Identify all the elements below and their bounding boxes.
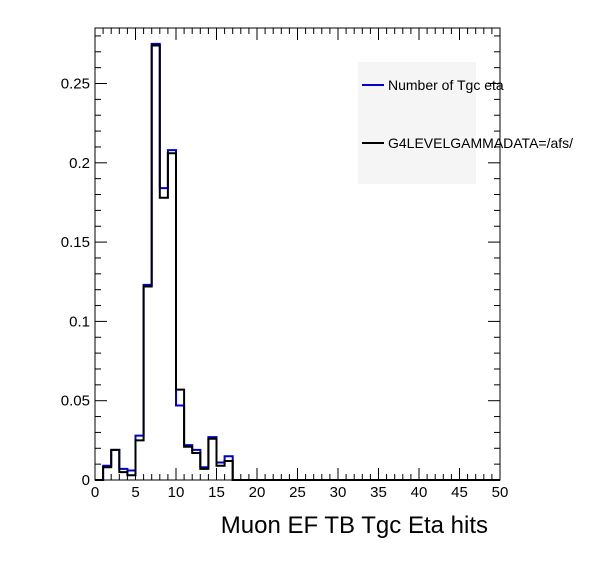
x-axis-tick-labels: 0 5 10 15 20 25 30 35 40 45 50	[91, 484, 509, 501]
y-tick-label: 0.25	[61, 76, 90, 93]
x-tick-label: 50	[492, 484, 509, 501]
x-tick-label: 25	[289, 484, 306, 501]
y-axis-ticks	[95, 35, 500, 481]
x-axis-ticks	[94, 28, 501, 480]
x-tick-label: 35	[370, 484, 387, 501]
x-tick-label: 45	[451, 484, 468, 501]
legend-label-series-2: G4LEVELGAMMADATA=/afs/	[388, 135, 573, 151]
legend-box	[358, 62, 476, 184]
x-axis-title: Muon EF TB Tgc Eta hits	[221, 512, 488, 539]
y-axis-tick-labels: 0 0.05 0.1 0.15 0.2 0.25	[61, 76, 90, 489]
legend: Number of Tgc eta G4LEVELGAMMADATA=/afs/	[358, 62, 573, 184]
x-tick-label: 0	[91, 484, 99, 501]
x-tick-label: 40	[411, 484, 428, 501]
x-tick-label: 5	[131, 484, 139, 501]
y-tick-label: 0.2	[69, 155, 90, 172]
legend-label-series-1: Number of Tgc eta	[388, 77, 504, 93]
x-tick-label: 20	[249, 484, 266, 501]
x-tick-label: 15	[208, 484, 225, 501]
y-tick-label: 0.15	[61, 234, 90, 251]
y-tick-label: 0.1	[69, 313, 90, 330]
y-tick-label: 0	[82, 472, 90, 489]
x-tick-label: 10	[168, 484, 185, 501]
y-tick-label: 0.05	[61, 393, 90, 410]
x-tick-label: 30	[330, 484, 347, 501]
